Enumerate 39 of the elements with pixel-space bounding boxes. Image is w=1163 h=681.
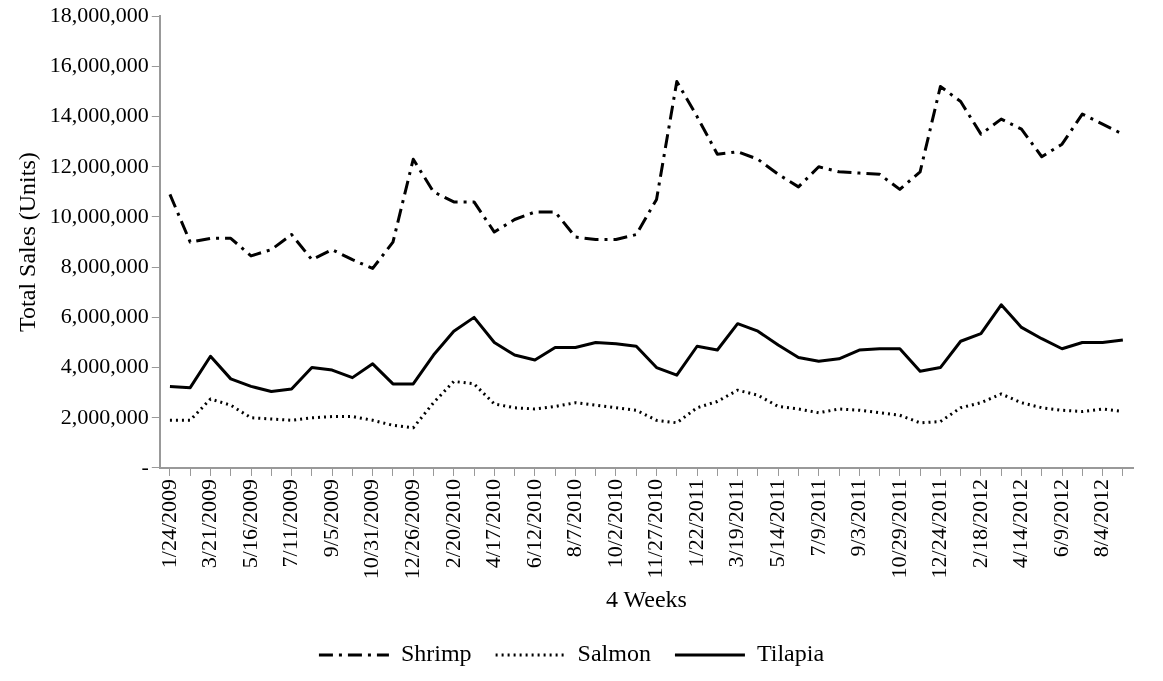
x-tick-label: 1/24/2009 [155, 478, 181, 569]
x-tick-label: 6/9/2012 [1047, 478, 1073, 558]
x-tick-label: 9/5/2009 [317, 478, 343, 558]
y-tick-label: 12,000,000 [49, 152, 149, 178]
x-tick-label: 3/19/2011 [723, 478, 749, 568]
x-tick-label: 8/7/2010 [561, 478, 587, 558]
x-tick-label: 5/14/2011 [763, 478, 789, 568]
x-tick-label: 4/14/2012 [1007, 478, 1033, 569]
x-tick-label: 7/11/2009 [277, 478, 303, 568]
legend-label: Shrimp [400, 640, 472, 667]
x-tick-label: 10/2/2010 [601, 478, 627, 569]
x-tick-label: 9/3/2011 [845, 478, 871, 557]
y-tick-label: 18,000,000 [49, 1, 149, 27]
x-axis-title: 4 Weeks [605, 585, 687, 612]
x-tick-label: 10/29/2011 [885, 478, 911, 579]
y-tick-label: 6,000,000 [60, 303, 149, 329]
y-tick-label: 8,000,000 [60, 252, 149, 278]
x-tick-label: 11/27/2010 [642, 478, 668, 579]
x-tick-label: 12/24/2011 [926, 478, 952, 579]
x-tick-label: 7/9/2011 [804, 478, 830, 557]
x-tick-label: 5/16/2009 [236, 478, 262, 569]
y-tick-label: 2,000,000 [60, 403, 149, 429]
y-tick-label: 14,000,000 [49, 102, 149, 128]
x-tick-label: 10/31/2009 [358, 478, 384, 580]
x-tick-label: 2/20/2010 [439, 478, 465, 569]
legend-label: Tilapia [756, 640, 825, 667]
y-tick-label: - [141, 453, 149, 479]
y-axis-title: Total Sales (Units) [13, 152, 40, 332]
x-tick-label: 4/17/2010 [480, 478, 506, 569]
x-tick-label: 6/12/2010 [520, 478, 546, 569]
y-tick-label: 16,000,000 [49, 52, 149, 78]
x-tick-label: 12/26/2009 [399, 478, 425, 580]
y-tick-label: 4,000,000 [60, 353, 149, 379]
x-tick-label: 1/22/2011 [682, 478, 708, 568]
x-tick-label: 2/18/2012 [966, 478, 992, 569]
x-tick-label: 8/4/2012 [1088, 478, 1114, 558]
x-tick-label: 3/21/2009 [196, 478, 222, 569]
legend-label: Salmon [577, 640, 651, 667]
y-tick-label: 10,000,000 [49, 202, 149, 228]
